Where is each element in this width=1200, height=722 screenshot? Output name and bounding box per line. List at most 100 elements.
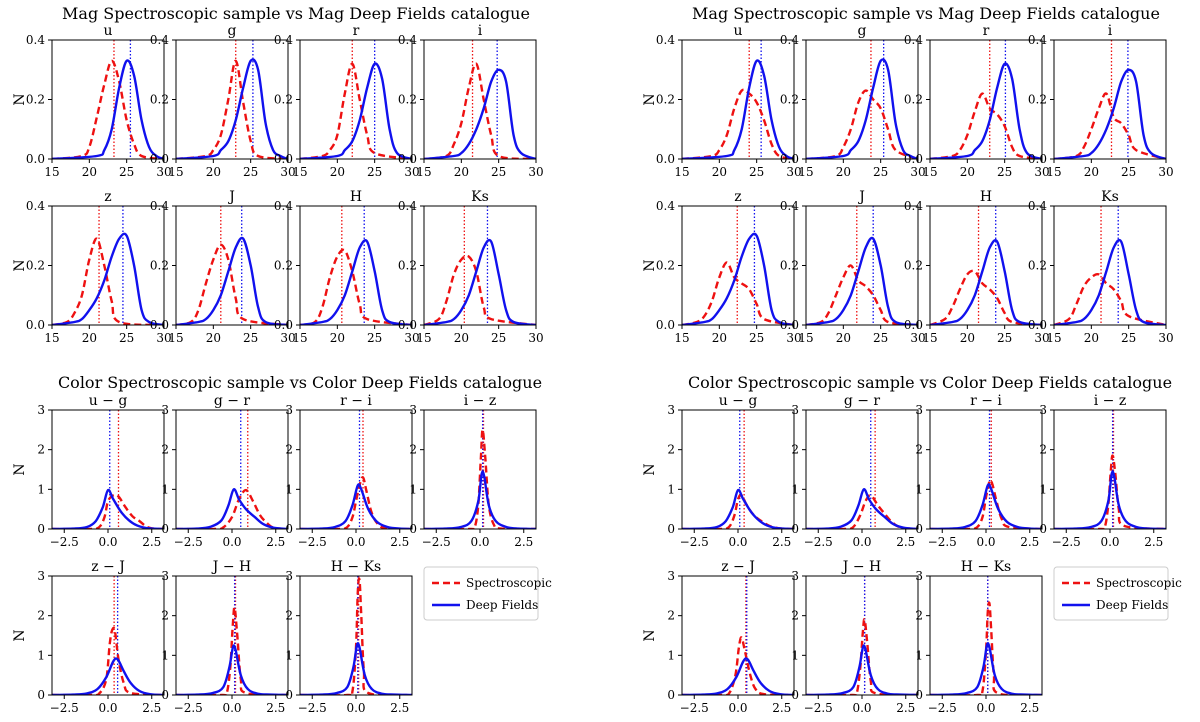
x-tick-label: 25 [1121,331,1136,345]
x-tick-label: 30 [528,331,543,345]
panel-label: g [858,23,867,39]
spectroscopic-curve [806,89,918,159]
y-axis-label: N [642,93,658,105]
x-tick-label: 2.5 [1144,535,1163,549]
x-tick-label: 15 [292,331,307,345]
x-tick-label: 25 [997,331,1012,345]
y-tick-label: 3 [285,403,293,417]
spectroscopic-curve [300,476,412,529]
panel-ug: u − g −2.5 0.0 2.5 0 1 2 3 N [642,393,795,549]
x-tick-label: 25 [997,165,1012,179]
y-tick-label: 0.2 [1028,259,1047,273]
panel-label: r − i [340,393,372,409]
x-tick-label: −2.5 [422,535,451,549]
x-tick-label: 15 [416,165,431,179]
x-tick-label: 20 [454,331,469,345]
panel-frame [929,409,1043,530]
x-tick-label: 0.0 [346,701,365,715]
deep-fields-curve [930,642,1042,695]
x-tick-label: 2.5 [142,701,161,715]
deep-fields-curve [52,657,164,695]
y-tick-label: 0.4 [26,199,45,213]
x-tick-label: 15 [798,331,813,345]
y-tick-label: 0.0 [274,152,293,166]
y-tick-label: 1 [791,648,799,662]
panel-ri: r − i −2.5 0.0 2.5 0 1 2 3 [915,393,1043,549]
panel-u: u15 20 25 300.00.20.4N [12,23,172,179]
y-tick-label: 0.4 [26,33,45,47]
panel-H: H15 20 25 300.00.20.4 [904,189,1050,345]
y-tick-label: 0 [791,688,799,702]
x-tick-label: 25 [243,165,258,179]
panel-frame [805,205,919,326]
y-tick-label: 0.2 [780,259,799,273]
y-tick-label: 0.0 [1028,152,1047,166]
x-tick-label: 15 [1046,331,1061,345]
y-tick-label: 0.2 [904,93,923,107]
y-tick-label: 2 [1039,443,1047,457]
y-tick-label: 1 [161,482,169,496]
x-tick-label: 2.5 [266,535,285,549]
panel-label: H − Ks [331,559,381,575]
y-tick-label: 2 [667,443,675,457]
y-axis-label: N [12,93,28,105]
spectroscopic-curve [806,618,918,695]
x-tick-label: 0.0 [976,535,995,549]
y-tick-label: 0.0 [274,318,293,332]
y-tick-label: 0.4 [904,199,923,213]
deep-fields-curve [682,232,794,325]
x-tick-label: −2.5 [174,701,203,715]
deep-fields-curve [806,58,918,159]
deep-fields-curve [176,58,288,159]
y-tick-label: 3 [37,569,45,583]
x-tick-label: −2.5 [680,701,709,715]
y-tick-label: 2 [37,443,45,457]
x-tick-label: 25 [491,165,506,179]
y-tick-label: 2 [915,443,923,457]
panel-label: r − i [970,393,1002,409]
panel-label: r [353,23,360,39]
deep-fields-curve [52,232,164,325]
y-tick-label: 2 [915,609,923,623]
x-tick-label: 2.5 [1020,535,1039,549]
x-tick-label: 20 [206,165,221,179]
legend-box [1053,566,1169,621]
x-tick-label: −2.5 [928,535,957,549]
x-tick-label: 30 [404,331,419,345]
x-tick-label: 0.0 [346,535,365,549]
deep-fields-curve [806,488,918,529]
x-tick-label: 20 [330,331,345,345]
y-axis-label: N [12,463,28,475]
panel-label: g − r [214,393,251,409]
spectroscopic-curve [930,92,1042,159]
legend: Spectroscopic Deep Fields [423,566,552,621]
x-tick-label: 25 [749,165,764,179]
spectroscopic-curve [424,62,536,159]
deep-fields-curve [300,483,412,529]
panel-H: H15 20 25 300.00.20.4 [274,189,420,345]
y-tick-label: 0.2 [904,259,923,273]
x-tick-label: 20 [82,165,97,179]
y-tick-label: 3 [915,403,923,417]
y-tick-label: 0 [409,522,417,536]
x-tick-label: 0.0 [98,535,117,549]
y-tick-label: 0.4 [780,33,799,47]
deep-fields-curve [176,236,288,325]
panel-i: i15 20 25 300.00.20.4 [1028,23,1174,179]
x-tick-label: 15 [44,165,59,179]
y-tick-label: 0 [915,522,923,536]
y-tick-label: 0 [285,688,293,702]
x-tick-label: 15 [674,331,689,345]
spectroscopic-curve [682,88,794,159]
x-tick-label: 0.0 [98,701,117,715]
deep-fields-curve [52,488,164,529]
y-tick-label: 0 [37,522,45,536]
y-tick-label: 3 [667,403,675,417]
spectroscopic-curve [806,494,918,529]
y-tick-label: 0.4 [150,199,169,213]
x-tick-label: −2.5 [928,701,957,715]
x-tick-label: 15 [922,331,937,345]
legend: Spectroscopic Deep Fields [1053,566,1182,621]
deep-fields-curve [176,488,288,529]
